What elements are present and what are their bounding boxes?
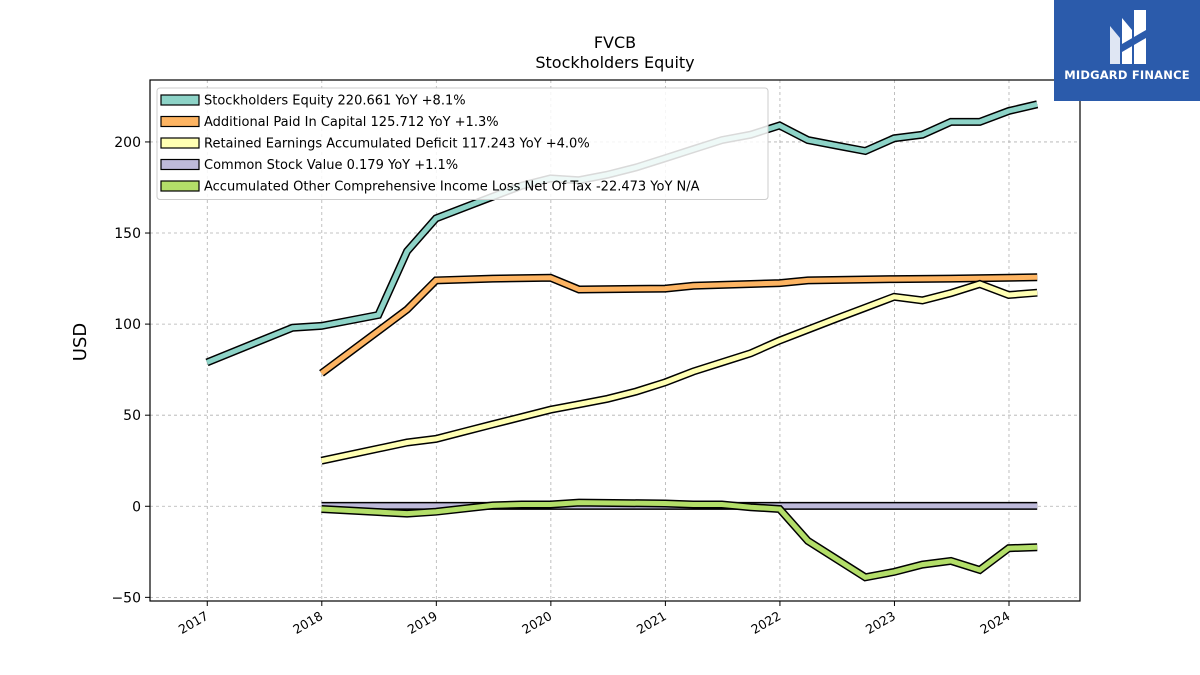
x-tick-label: 2022: [748, 608, 783, 637]
x-tick-label: 2024: [977, 608, 1012, 637]
x-tick-label: 2017: [176, 608, 211, 637]
x-tick-label: 2021: [634, 608, 669, 637]
legend-swatch: [160, 158, 200, 171]
legend-swatch: [160, 94, 200, 106]
plot-frame: [149, 79, 1081, 602]
legend-swatch: [160, 137, 200, 149]
y-tick-label: 200: [114, 135, 141, 151]
chart-subtitle: Stockholders Equity: [535, 53, 694, 72]
legend-label: Additional Paid In Capital 125.712 YoY +…: [204, 115, 499, 130]
logo-mark-icon: [1110, 10, 1146, 64]
legend-label: Retained Earnings Accumulated Deficit 11…: [204, 137, 590, 152]
legend-label: Common Stock Value 0.179 YoY +1.1%: [204, 158, 458, 173]
x-tick-label: 2023: [863, 608, 898, 637]
chart-title: FVCB: [594, 33, 636, 52]
x-tick-label: 2020: [519, 608, 554, 637]
series-line: [320, 281, 1038, 464]
legend-box: [156, 87, 769, 200]
logo-text: MIDGARD FINANCE: [1064, 68, 1190, 82]
y-tick-label: 150: [114, 226, 141, 242]
legend-label: Accumulated Other Comprehensive Income L…: [204, 180, 700, 195]
y-tick-label: −50: [111, 590, 141, 606]
series-outline: [319, 273, 1038, 377]
legend-label: Stockholders Equity 220.661 YoY +8.1%: [204, 94, 466, 109]
x-tick-label: 2018: [290, 608, 325, 637]
series-line: [321, 500, 1038, 580]
y-axis-label: USD: [70, 323, 91, 361]
x-ticks: 2017 2018 2019 2020 2021 2022 2023 2024: [176, 601, 1013, 637]
legend-swatch: [160, 180, 200, 192]
x-tick-label: 2019: [405, 608, 440, 637]
y-tick-label: 100: [114, 317, 141, 333]
brand-logo: MIDGARD FINANCE: [1054, 0, 1200, 101]
series-line: [320, 274, 1038, 376]
series-outline: [320, 279, 1038, 465]
legend-swatch: [160, 115, 200, 128]
y-ticks: −50 0 50 100 150 200: [111, 135, 150, 606]
y-tick-label: 50: [123, 408, 141, 424]
y-tick-label: 0: [132, 499, 141, 515]
legend: Stockholders Equity 220.661 YoY +8.1% Add…: [156, 87, 769, 200]
